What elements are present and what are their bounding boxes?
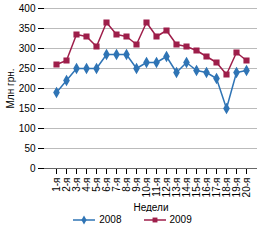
svg-text:14-я: 14-я [180,177,192,198]
svg-text:20-я: 20-я [241,178,252,198]
svg-text:17-я: 17-я [210,177,222,198]
svg-text:400: 400 [19,3,36,14]
svg-text:9-я: 9-я [130,177,142,192]
svg-text:6-я: 6-я [100,177,112,192]
svg-text:Недели: Недели [133,202,168,213]
svg-text:300: 300 [19,43,36,54]
svg-text:150: 150 [19,103,36,114]
svg-text:18-я: 18-я [220,177,232,198]
svg-text:19-я: 19-я [230,177,242,198]
svg-text:3-я: 3-я [70,177,82,192]
svg-text:16-я: 16-я [200,177,212,198]
svg-text:4-я: 4-я [80,177,92,192]
svg-text:11-я: 11-я [150,177,162,197]
svg-text:5-я: 5-я [90,177,102,192]
svg-text:0: 0 [30,163,36,174]
svg-text:12-я: 12-я [160,177,172,198]
svg-text:200: 200 [19,83,36,94]
svg-text:13-я: 13-я [170,177,182,198]
svg-text:2-я: 2-я [60,177,72,192]
html-text:2009: 2009 [169,214,192,225]
svg-text:100: 100 [19,123,36,134]
svg-text:7-я: 7-я [110,177,122,192]
svg-text:Млн грн.: Млн грн. [5,69,16,109]
svg-text:10-я: 10-я [140,177,152,198]
svg-text:1-я: 1-я [50,177,62,192]
svg-text:250: 250 [19,63,36,74]
svg-text:15-я: 15-я [190,177,202,198]
svg-text:8-я: 8-я [120,177,132,192]
html-text:2008: 2008 [99,214,122,225]
svg-text:50: 50 [24,143,36,154]
svg-text:350: 350 [19,23,36,34]
